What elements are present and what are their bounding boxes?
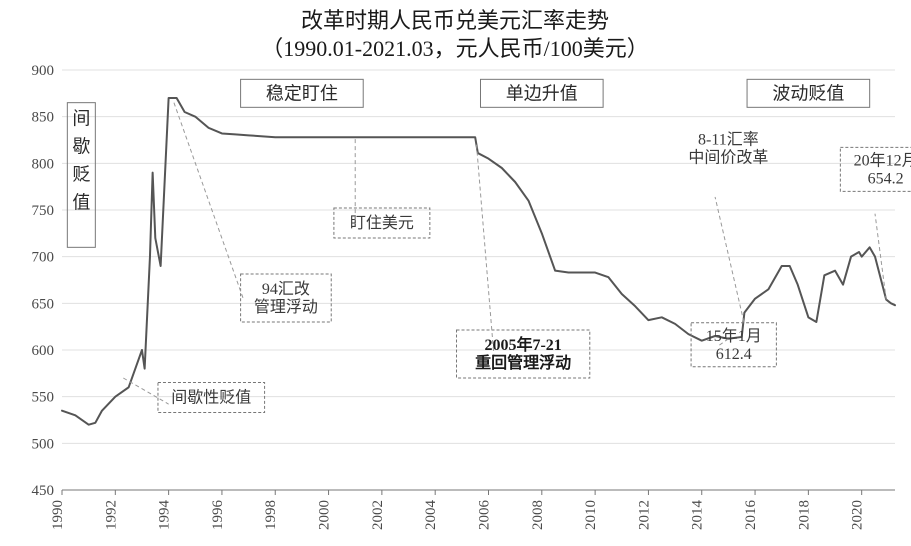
x-tick-label: 1992 (103, 500, 119, 530)
event-intermittent-deprec-callout (123, 378, 168, 404)
period-appreciation-label: 单边升值 (506, 83, 578, 103)
y-tick-label: 700 (32, 250, 55, 266)
y-tick-label: 850 (32, 110, 55, 126)
x-tick-label: 2008 (530, 500, 546, 530)
x-tick-label: 2006 (476, 499, 492, 530)
x-tick-label: 1990 (50, 500, 66, 530)
exchange-rate-chart: 改革时期人民币兑美元汇率走势 （1990.01-2021.03，元人民币/100美… (0, 0, 911, 546)
y-tick-label: 500 (32, 436, 55, 452)
event-2005-reform-callout (477, 145, 494, 355)
period-pegged-label: 稳定盯住 (266, 83, 338, 103)
y-tick-label: 550 (32, 390, 55, 406)
x-tick-label: 2018 (796, 500, 812, 530)
event-peg-usd-text: 盯住美元 (350, 214, 414, 232)
y-tick-label: 900 (32, 63, 55, 79)
y-tick-label: 450 (32, 483, 55, 499)
event-94-reform-text: 管理浮动 (254, 298, 318, 316)
y-tick-label: 800 (32, 156, 55, 172)
x-tick-label: 2000 (317, 500, 333, 530)
event-94-reform-text: 94汇改 (262, 280, 310, 298)
chart-title-line1: 改革时期人民币兑美元汇率走势 (301, 8, 609, 33)
x-tick-label: 2014 (690, 500, 706, 531)
event-811-reform-text: 中间价改革 (688, 149, 768, 167)
x-tick-label: 2010 (583, 500, 599, 530)
event-94-reform-callout (174, 103, 243, 299)
chart-title-line2: （1990.01-2021.03，元人民币/100美元） (261, 36, 648, 61)
chart-svg: 改革时期人民币兑美元汇率走势 （1990.01-2021.03，元人民币/100美… (0, 0, 911, 546)
event-2005-reform-text: 2005年7-21 (484, 335, 561, 354)
period-intermittent-label: 贬 (72, 165, 90, 185)
x-tick-label: 1994 (157, 500, 173, 531)
x-tick-label: 2020 (850, 500, 866, 530)
x-tick-label: 2002 (370, 500, 386, 530)
event-2015-01-text: 15年1月 (706, 327, 762, 345)
period-intermittent-label: 歇 (72, 137, 90, 157)
x-tick-label: 1998 (263, 500, 279, 530)
x-tick-label: 2016 (743, 500, 759, 531)
event-2005-reform-text: 重回管理浮动 (475, 353, 571, 372)
x-tick-label: 2004 (423, 500, 439, 531)
x-tick-label: 1996 (210, 500, 226, 531)
event-811-reform-text: 8-11汇率 (698, 131, 759, 149)
event-2020-12-text: 654.2 (868, 170, 904, 187)
y-tick-label: 600 (32, 343, 55, 359)
x-tick-label: 2012 (636, 500, 652, 530)
event-intermittent-deprec-text: 间歇性贬值 (171, 389, 251, 407)
period-intermittent-label: 间 (72, 109, 90, 129)
y-tick-label: 650 (32, 296, 55, 312)
event-2015-01-text: 612.4 (716, 346, 752, 363)
exchange-rate-series (62, 98, 895, 425)
period-intermittent-label: 值 (72, 193, 90, 213)
event-2020-12-text: 20年12月 (854, 151, 911, 169)
y-tick-label: 750 (32, 203, 55, 219)
period-fluctuation-label: 波动贬值 (772, 83, 844, 103)
